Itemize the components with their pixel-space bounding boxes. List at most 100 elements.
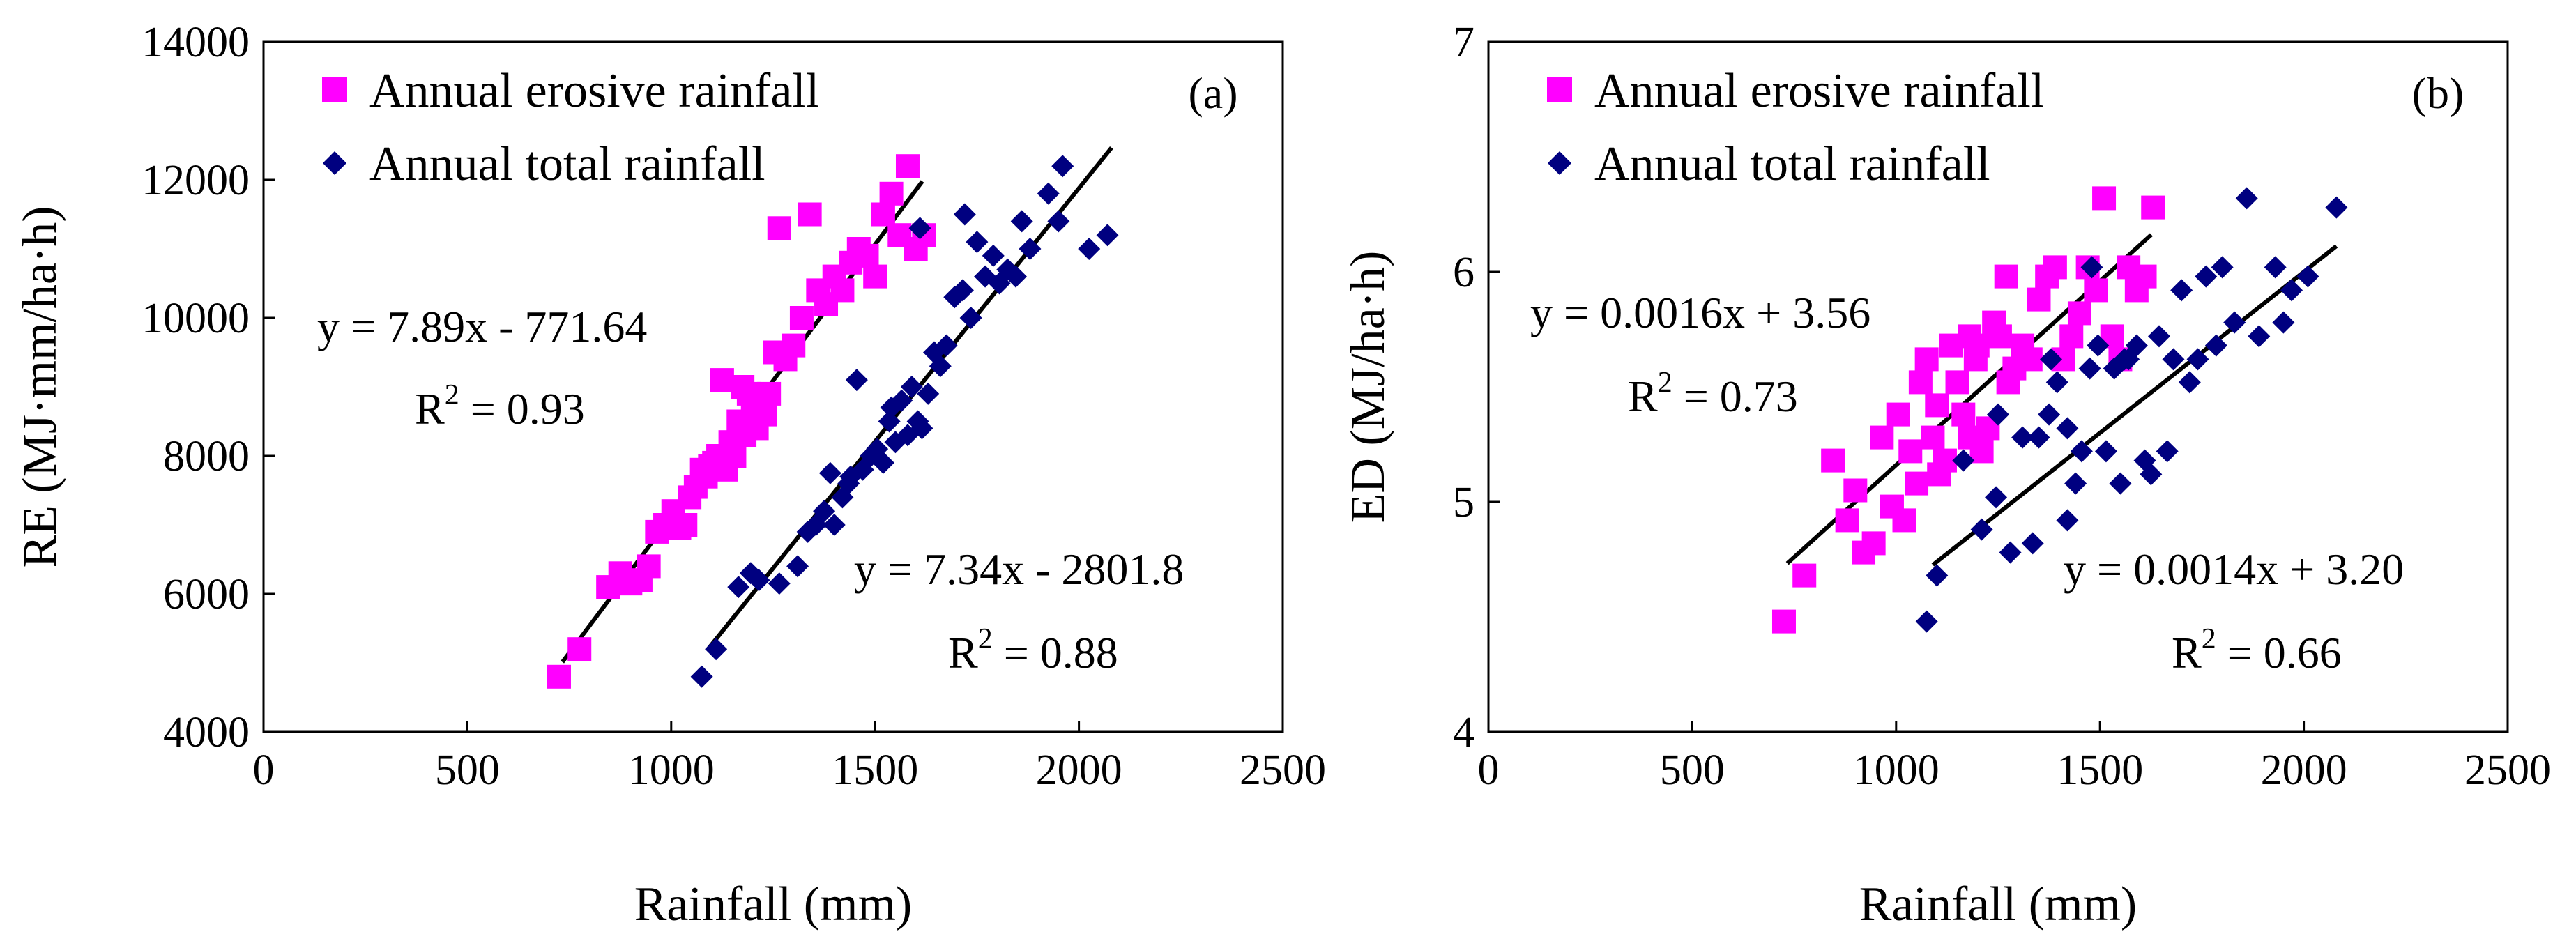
data-point-total xyxy=(2070,440,2093,463)
data-point-erosive xyxy=(767,216,791,240)
legend-marker-total xyxy=(1548,151,1571,175)
y-tick-label: 10000 xyxy=(142,295,250,342)
fit-equation-total: y = 7.34x - 2801.8 xyxy=(854,544,1184,594)
x-tick-label: 500 xyxy=(435,747,500,794)
fit-equation-erosive: y = 7.89x - 771.64 xyxy=(317,302,647,351)
data-point-total xyxy=(2223,311,2246,334)
data-point-erosive xyxy=(1905,471,1929,496)
x-tick-label: 1000 xyxy=(1853,747,1939,794)
y-tick-label: 5 xyxy=(1453,479,1474,526)
y-tick-label: 7 xyxy=(1453,19,1474,66)
data-point-erosive xyxy=(1988,324,2012,349)
x-tick-label: 2500 xyxy=(2464,747,2551,794)
data-point-total xyxy=(2094,440,2117,463)
data-point-total xyxy=(2325,196,2348,219)
fit-equation-total: y = 0.0014x + 3.20 xyxy=(2064,544,2404,594)
data-point-total xyxy=(845,369,868,392)
data-point-total xyxy=(1999,541,2022,564)
data-point-total xyxy=(1010,210,1033,233)
fit-r2-erosive: R2 = 0.73 xyxy=(1628,367,1798,421)
data-point-total xyxy=(2280,279,2303,302)
data-point-total xyxy=(747,569,770,592)
data-point-erosive xyxy=(1821,448,1845,473)
y-ticks: 4 5 6 7 xyxy=(1453,19,1500,756)
x-tick-label: 2000 xyxy=(1036,747,1122,794)
x-ticks: 0 500 1000 1500 2000 2500 xyxy=(1478,721,2551,794)
legend-label-total: Annual total rainfall xyxy=(369,137,765,191)
data-point-erosive xyxy=(2027,287,2051,312)
data-point-total xyxy=(823,514,846,536)
data-point-total xyxy=(1037,182,1060,205)
data-point-erosive xyxy=(1945,370,1969,395)
data-point-erosive xyxy=(879,181,904,206)
data-point-erosive xyxy=(871,202,895,227)
x-tick-label: 2500 xyxy=(1240,747,1326,794)
data-point-erosive xyxy=(2018,347,2043,372)
data-point-total xyxy=(705,638,728,661)
data-point-erosive xyxy=(637,554,661,579)
data-point-total xyxy=(2296,265,2319,288)
data-point-total xyxy=(818,461,841,484)
x-tick-label: 2000 xyxy=(2261,747,2347,794)
data-point-total xyxy=(2011,426,2034,449)
x-axis-title: Rainfall (mm) xyxy=(634,878,913,931)
data-point-erosive xyxy=(567,637,592,661)
data-point-total xyxy=(1019,238,1042,260)
fit-r2-erosive: R2 = 0.93 xyxy=(415,379,585,434)
data-point-erosive xyxy=(1792,563,1817,588)
data-point-erosive xyxy=(789,306,814,330)
x-tick-label: 1500 xyxy=(2057,747,2143,794)
data-point-total xyxy=(2264,256,2287,279)
data-point-erosive xyxy=(1921,425,1945,450)
x-tick-label: 1000 xyxy=(628,747,715,794)
legend: Annual erosive rainfall Annual total rai… xyxy=(1547,64,2044,191)
data-point-total xyxy=(2147,325,2170,348)
data-point-erosive xyxy=(710,368,734,392)
y-tick-label: 6 xyxy=(1453,249,1474,296)
data-point-total xyxy=(2113,348,2136,371)
data-point-total xyxy=(1952,449,1975,472)
data-point-total xyxy=(1047,210,1070,233)
data-point-total xyxy=(910,417,933,440)
data-point-erosive xyxy=(1861,531,1886,556)
y-tick-label: 4000 xyxy=(163,709,250,756)
data-point-erosive xyxy=(1843,478,1868,503)
data-point-total xyxy=(1915,610,1938,633)
data-point-total xyxy=(2045,371,2068,394)
data-point-erosive xyxy=(798,202,822,227)
data-point-erosive xyxy=(2084,278,2108,303)
data-point-total xyxy=(2248,325,2271,348)
data-point-total xyxy=(768,572,791,595)
legend: Annual erosive rainfall Annual total rai… xyxy=(322,64,819,191)
data-point-total xyxy=(2021,532,2044,555)
data-point-total xyxy=(2162,348,2185,371)
data-point-erosive xyxy=(753,402,777,427)
y-ticks: 4000 6000 8000 10000 12000 14000 xyxy=(142,19,275,756)
legend-marker-erosive xyxy=(322,77,347,102)
data-point-erosive xyxy=(1965,333,1990,358)
y-axis-title: RE (MJ·mm/ha·h) xyxy=(13,206,67,567)
data-point-erosive xyxy=(830,278,855,303)
chart-panel-b: 4 5 6 7 0 500 1000 1500 2000 2500 ED (MJ/ha·h) R… xyxy=(1341,19,2551,931)
x-ticks: 0 500 1000 1500 2000 2500 xyxy=(253,721,1326,794)
fit-r2-total: R2 = 0.88 xyxy=(948,623,1118,678)
data-point-total xyxy=(2064,472,2087,495)
y-tick-label: 12000 xyxy=(142,157,250,204)
data-point-total xyxy=(900,376,923,398)
data-point-total xyxy=(2078,357,2101,380)
y-tick-label: 8000 xyxy=(163,433,250,480)
data-point-erosive xyxy=(673,513,698,537)
data-point-total xyxy=(2109,472,2132,495)
x-tick-label: 500 xyxy=(1660,747,1725,794)
data-point-erosive xyxy=(2059,324,2084,349)
data-point-total xyxy=(1078,238,1101,260)
data-point-erosive xyxy=(782,333,806,358)
data-point-erosive xyxy=(2133,264,2157,289)
data-point-total xyxy=(2186,348,2209,371)
data-point-total xyxy=(917,382,940,405)
x-tick-label: 0 xyxy=(253,747,275,794)
data-point-total xyxy=(2235,187,2258,210)
data-point-total xyxy=(2170,279,2193,302)
fit-equation-erosive: y = 0.0016x + 3.56 xyxy=(1530,288,1870,337)
